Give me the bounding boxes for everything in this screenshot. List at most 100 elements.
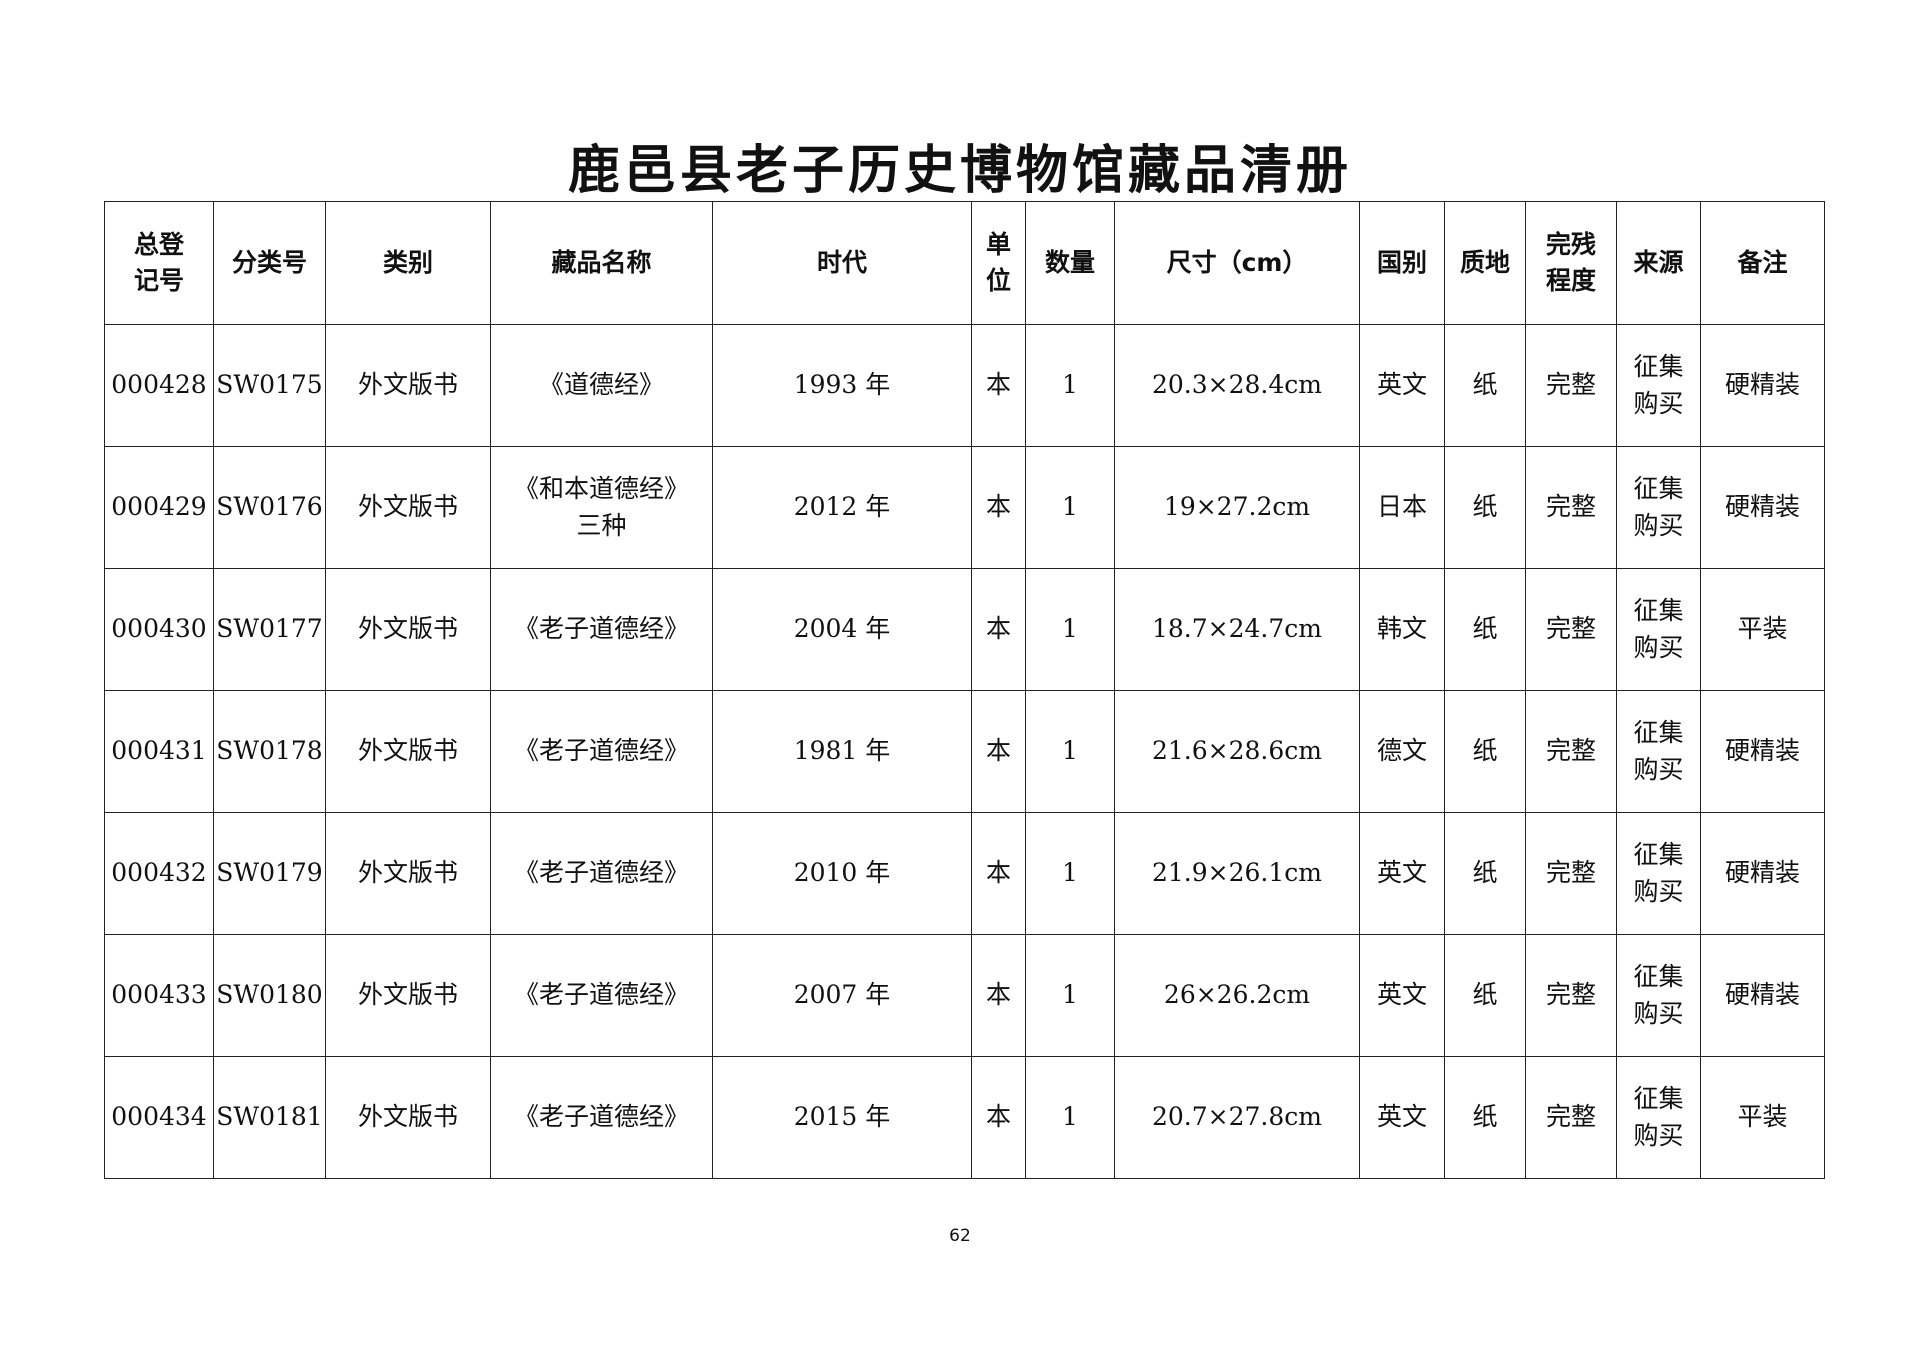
table-cell: 征集 购买 bbox=[1616, 324, 1701, 447]
table-cell: 1 bbox=[1025, 934, 1115, 1057]
table-cell: 平装 bbox=[1700, 568, 1825, 691]
column-header: 类别 bbox=[325, 201, 491, 325]
table-cell: 1 bbox=[1025, 1056, 1115, 1179]
column-header: 国别 bbox=[1359, 201, 1445, 325]
table-cell: 英文 bbox=[1359, 324, 1445, 447]
document-title: 鹿邑县老子历史博物馆藏品清册 bbox=[567, 141, 1352, 201]
table-cell: 20.3×28.4cm bbox=[1114, 324, 1360, 447]
table-cell: 《老子道德经》 bbox=[490, 812, 713, 935]
table-cell: 本 bbox=[971, 446, 1026, 569]
table-cell: 英文 bbox=[1359, 812, 1445, 935]
table-row: 000434 SW0181 外文版书 《老子道德经》 2015 年本 1 20.7×27.8… bbox=[104, 1056, 1825, 1179]
table-row: 000430 SW0177 外文版书 《老子道德经》 2004 年本 1 18.7×24.7… bbox=[104, 568, 1825, 691]
table-cell: 21.9×26.1cm bbox=[1114, 812, 1360, 935]
table-cell: 硬精装 bbox=[1700, 324, 1825, 447]
table-header-row: 总登 记号 分类号 类别 藏品名称 时代单位数量 尺寸（cm） 国别 质地 完残 程度 来源 备注 bbox=[104, 201, 1825, 325]
column-header: 数量 bbox=[1025, 201, 1115, 325]
table-cell: 硬精装 bbox=[1700, 446, 1825, 569]
table-cell: 《和本道德经》 三种 bbox=[490, 446, 713, 569]
table-cell: 外文版书 bbox=[325, 1056, 491, 1179]
table-cell: 1 bbox=[1025, 324, 1115, 447]
table-cell: 000431 bbox=[104, 690, 214, 813]
table-cell: SW0180 bbox=[213, 934, 326, 1057]
table-cell: 纸 bbox=[1444, 1056, 1526, 1179]
table-cell: 纸 bbox=[1444, 934, 1526, 1057]
table-cell: 英文 bbox=[1359, 934, 1445, 1057]
column-header: 完残 程度 bbox=[1525, 201, 1617, 325]
table-cell: 《老子道德经》 bbox=[490, 1056, 713, 1179]
table-cell: 征集 购买 bbox=[1616, 1056, 1701, 1179]
table-cell: 000428 bbox=[104, 324, 214, 447]
table-cell: 完整 bbox=[1525, 690, 1617, 813]
table-cell: 20.7×27.8cm bbox=[1114, 1056, 1360, 1179]
table-cell: 《道德经》 bbox=[490, 324, 713, 447]
table-cell: 2007 年 bbox=[712, 934, 972, 1057]
table-row: 000432 SW0179 外文版书 《老子道德经》 2010 年本 1 21.9×26.1… bbox=[104, 812, 1825, 935]
table-cell: 1993 年 bbox=[712, 324, 972, 447]
table-cell: 纸 bbox=[1444, 568, 1526, 691]
table-cell: 德文 bbox=[1359, 690, 1445, 813]
table-cell: 完整 bbox=[1525, 1056, 1617, 1179]
table-cell: 2010 年 bbox=[712, 812, 972, 935]
table-cell: 《老子道德经》 bbox=[490, 690, 713, 813]
table-cell: 纸 bbox=[1444, 690, 1526, 813]
table-cell: 完整 bbox=[1525, 324, 1617, 447]
table-cell: 000433 bbox=[104, 934, 214, 1057]
table-cell: 1 bbox=[1025, 446, 1115, 569]
table-cell: 外文版书 bbox=[325, 446, 491, 569]
table-cell: 26×26.2cm bbox=[1114, 934, 1360, 1057]
table-cell: 本 bbox=[971, 568, 1026, 691]
table-cell: 硬精装 bbox=[1700, 812, 1825, 935]
page-number: 62 bbox=[949, 1226, 971, 1246]
table-cell: 英文 bbox=[1359, 1056, 1445, 1179]
table-cell: 1 bbox=[1025, 690, 1115, 813]
table-cell: 1 bbox=[1025, 568, 1115, 691]
column-header: 时代 bbox=[712, 201, 972, 325]
column-header: 备注 bbox=[1700, 201, 1825, 325]
column-header: 分类号 bbox=[213, 201, 326, 325]
table-cell: 硬精装 bbox=[1700, 690, 1825, 813]
table-cell: 征集 购买 bbox=[1616, 568, 1701, 691]
table-cell: 000429 bbox=[104, 446, 214, 569]
table-cell: 完整 bbox=[1525, 568, 1617, 691]
table-cell: 外文版书 bbox=[325, 568, 491, 691]
table-row: 000433 SW0180 外文版书 《老子道德经》 2007 年本 1 26×26.2cm… bbox=[104, 934, 1825, 1057]
table-cell: 19×27.2cm bbox=[1114, 446, 1360, 569]
table-cell: 本 bbox=[971, 324, 1026, 447]
table-row: 000429 SW0176 外文版书 《和本道德经》 三种 2012 年本 1 19×27.2… bbox=[104, 446, 1825, 569]
table-cell: SW0177 bbox=[213, 568, 326, 691]
table-cell: 完整 bbox=[1525, 812, 1617, 935]
table-cell: 韩文 bbox=[1359, 568, 1445, 691]
table-cell: 本 bbox=[971, 690, 1026, 813]
column-header: 单位 bbox=[971, 201, 1026, 325]
table-cell: 征集 购买 bbox=[1616, 934, 1701, 1057]
table-cell: SW0178 bbox=[213, 690, 326, 813]
table-cell: 完整 bbox=[1525, 446, 1617, 569]
table-cell: 1 bbox=[1025, 812, 1115, 935]
table-cell: 000432 bbox=[104, 812, 214, 935]
table-row: 000431 SW0178 外文版书 《老子道德经》 1981 年本 1 21.6×28.6… bbox=[104, 690, 1825, 813]
table-cell: SW0181 bbox=[213, 1056, 326, 1179]
table-cell: 本 bbox=[971, 1056, 1026, 1179]
table-cell: SW0175 bbox=[213, 324, 326, 447]
column-header: 来源 bbox=[1616, 201, 1701, 325]
table-cell: 21.6×28.6cm bbox=[1114, 690, 1360, 813]
table-cell: 日本 bbox=[1359, 446, 1445, 569]
table-cell: 2012 年 bbox=[712, 446, 972, 569]
table-cell: 000430 bbox=[104, 568, 214, 691]
table-cell: 本 bbox=[971, 934, 1026, 1057]
table-cell: 纸 bbox=[1444, 446, 1526, 569]
table-cell: 硬精装 bbox=[1700, 934, 1825, 1057]
column-header: 藏品名称 bbox=[490, 201, 713, 325]
table-cell: 外文版书 bbox=[325, 324, 491, 447]
table-cell: 《老子道德经》 bbox=[490, 568, 713, 691]
table-cell: 《老子道德经》 bbox=[490, 934, 713, 1057]
table-cell: 本 bbox=[971, 812, 1026, 935]
column-header: 质地 bbox=[1444, 201, 1526, 325]
table-cell: 纸 bbox=[1444, 324, 1526, 447]
table-cell: 2015 年 bbox=[712, 1056, 972, 1179]
table-cell: SW0176 bbox=[213, 446, 326, 569]
table-cell: 平装 bbox=[1700, 1056, 1825, 1179]
table-cell: 征集 购买 bbox=[1616, 812, 1701, 935]
table-cell: SW0179 bbox=[213, 812, 326, 935]
